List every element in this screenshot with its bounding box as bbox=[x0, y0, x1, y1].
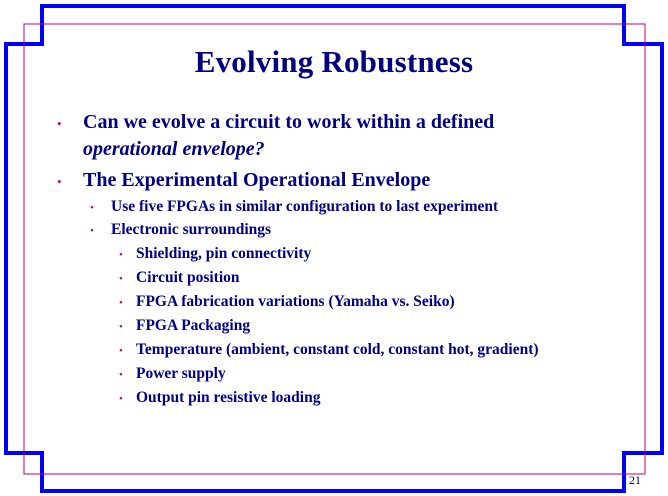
sub-sub-bullet-1: Shielding, pin connectivity bbox=[136, 245, 312, 262]
slide-number: 21 bbox=[629, 473, 641, 487]
bullet-1-line-1: Can we evolve a circuit to work within a… bbox=[83, 111, 495, 133]
sub-bullet-2: Electronic surroundings bbox=[111, 221, 272, 238]
sub-sub-bullet-6: Power supply bbox=[136, 365, 226, 382]
bullet-marker: • bbox=[57, 116, 62, 131]
bullet-marker: • bbox=[57, 174, 62, 189]
sub-bullet-1: Use five FPGAs in similar configuration … bbox=[111, 198, 499, 215]
slide-title: Evolving Robustness bbox=[194, 44, 474, 79]
sub-sub-bullet-3: FPGA fabrication variations (Yamaha vs. … bbox=[136, 293, 455, 310]
sub-bullet-marker: • bbox=[90, 202, 94, 214]
sub-sub-bullet-marker: • bbox=[119, 297, 123, 309]
sub-sub-bullet-marker: • bbox=[119, 345, 123, 357]
inner-frame-border bbox=[23, 23, 646, 475]
sub-sub-bullet-marker: • bbox=[119, 393, 123, 405]
sub-sub-bullet-2: Circuit position bbox=[136, 269, 240, 286]
sub-sub-bullet-5: Temperature (ambient, constant cold, con… bbox=[136, 341, 539, 358]
sub-bullet-marker: • bbox=[90, 225, 94, 237]
bullet-1-line-2: operational envelope? bbox=[83, 138, 265, 161]
sub-sub-bullet-4: FPGA Packaging bbox=[136, 317, 251, 334]
sub-sub-bullet-marker: • bbox=[119, 273, 123, 285]
sub-sub-bullet-marker: • bbox=[119, 321, 123, 333]
outer-frame-border bbox=[4, 4, 664, 493]
sub-sub-bullet-marker: • bbox=[119, 369, 123, 381]
sub-sub-bullet-7: Output pin resistive loading bbox=[136, 389, 321, 406]
operational-envelope-emphasis: operational envelope? bbox=[83, 138, 265, 160]
sub-sub-bullet-marker: • bbox=[119, 249, 123, 261]
bullet-2: The Experimental Operational Envelope bbox=[83, 169, 431, 191]
